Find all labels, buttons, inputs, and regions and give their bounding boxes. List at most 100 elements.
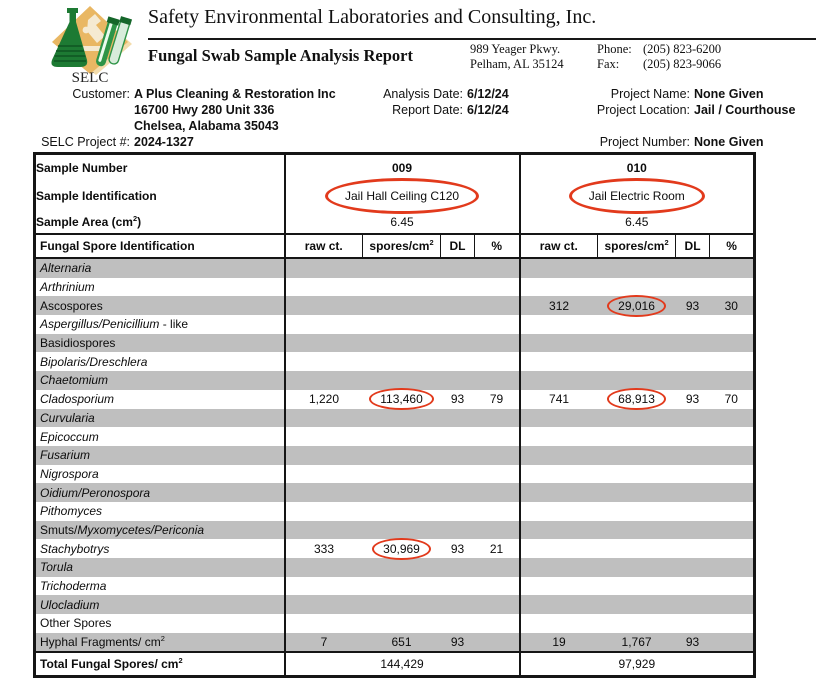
- value-cell: 29,016: [597, 294, 676, 317]
- fax-line: Fax: (205) 823-9066: [597, 57, 721, 72]
- value-cell: [474, 483, 520, 502]
- value-cell: [518, 464, 598, 484]
- value-cell: 651: [362, 632, 441, 653]
- value-text: 7: [320, 635, 328, 650]
- value-cell: [362, 408, 441, 428]
- value-cell: 68,913: [598, 388, 676, 411]
- value-cell: [675, 558, 710, 577]
- value-cell: [518, 483, 598, 502]
- lab-phones: Phone: (205) 823-6200 Fax: (205) 823-9066: [597, 42, 721, 72]
- value-cell: [709, 333, 755, 353]
- value-cell: 93: [676, 390, 710, 409]
- value-cell: 312: [518, 296, 598, 316]
- value-cell: [675, 371, 710, 390]
- value-cell: [441, 352, 475, 371]
- value-cell: [709, 483, 755, 502]
- sample-area-row: Sample Area (cm2) 6.45 6.45: [35, 211, 755, 234]
- sample-identification-2: Jail Electric Room: [518, 178, 755, 214]
- total-value-1: 144,429: [283, 651, 520, 677]
- value-cell: [474, 258, 520, 278]
- value-cell: [676, 577, 710, 596]
- spore-name: Basidiospores: [34, 333, 285, 353]
- value-cell: 30,969: [363, 537, 441, 560]
- value-cell: [710, 539, 755, 558]
- value-cell: [676, 539, 710, 558]
- value-text: 93: [685, 635, 700, 650]
- dl-header: DL: [440, 233, 475, 259]
- value-cell: [518, 501, 598, 521]
- value-cell: [283, 427, 363, 446]
- value-cell: [283, 333, 363, 353]
- total-label: Total Fungal Spores/ cm2: [34, 651, 285, 677]
- value-cell: [441, 315, 475, 334]
- value-text: 70: [724, 392, 738, 407]
- spores-cm2-header: spores/cm2: [597, 233, 677, 259]
- value-cell: [474, 595, 520, 615]
- value-text: 79: [489, 392, 504, 407]
- value-cell: [598, 427, 676, 446]
- value-cell: [362, 520, 441, 540]
- value-cell: [440, 520, 475, 540]
- value-cell: [440, 483, 475, 502]
- spore-row: Bipolaris/Dreschlera: [35, 352, 755, 372]
- value-cell: [597, 558, 676, 577]
- value-text: 93: [450, 541, 465, 556]
- value-text: 1,767: [621, 635, 652, 650]
- sample-number-1: 009: [283, 153, 520, 181]
- spore-name: Other Spores: [40, 616, 112, 631]
- spore-row: Arthrinium: [35, 277, 755, 297]
- spore-row: Aspergillus/Penicillium - like: [35, 315, 755, 334]
- value-cell: 79: [475, 390, 520, 409]
- spore-name: Hyphal Fragments/ cm2: [34, 632, 285, 653]
- value-cell: [474, 558, 520, 577]
- sample-id-text: Jail Electric Room: [588, 189, 685, 203]
- value-cell: [363, 427, 441, 446]
- value-cell: [598, 539, 676, 558]
- customer-label: Customer:: [72, 87, 130, 101]
- value-text: 30: [724, 298, 738, 313]
- spore-name: Arthrinium: [40, 280, 95, 295]
- project-location: Jail / Courthouse: [694, 103, 796, 117]
- spore-name: Nigrospora: [40, 466, 99, 481]
- value-cell: [598, 614, 676, 633]
- value-cell: [598, 352, 676, 371]
- value-text: 93: [450, 392, 465, 407]
- value-cell: 93: [675, 632, 710, 653]
- value-text: 741: [549, 392, 570, 407]
- value-cell: [441, 278, 475, 297]
- spore-row: Nigrospora: [35, 464, 755, 484]
- value-cell: [676, 502, 710, 521]
- value-cell: [518, 277, 598, 297]
- value-cell: [710, 502, 755, 521]
- value-cell: 93: [441, 390, 475, 409]
- value-cell: [283, 520, 363, 540]
- value-cell: [362, 445, 441, 465]
- value-cell: 93: [440, 632, 475, 653]
- value-cell: 1,220: [283, 389, 363, 409]
- value-cell: [518, 258, 598, 278]
- value-cell: [475, 502, 520, 521]
- value-cell: [710, 315, 755, 334]
- fax-number: (205) 823-9066: [643, 57, 722, 71]
- value-cell: [363, 465, 441, 484]
- spore-name: Aspergillus/Penicillium - like: [40, 317, 189, 332]
- value-text: 21: [489, 541, 504, 556]
- spore-row: Torula: [34, 558, 755, 577]
- spore-name: Oidium/Peronospora: [34, 483, 285, 502]
- spore-row: Chaetomium: [34, 371, 755, 390]
- spore-row: Cladosporium 1,220 113,460 93 79 741 68,913 93 7…: [35, 388, 755, 411]
- value-cell: [363, 315, 441, 334]
- value-cell: [676, 315, 710, 334]
- value-cell: [283, 315, 363, 334]
- spore-name: Epicoccum: [40, 429, 99, 444]
- sample-id-text: Jail Hall Ceiling C120: [344, 189, 460, 203]
- spore-name: Chaetomium: [34, 371, 285, 390]
- value-cell: [598, 577, 676, 596]
- value-cell: [709, 371, 755, 390]
- value-cell: [362, 371, 441, 390]
- value-cell: [597, 483, 676, 502]
- phone-label: Phone:: [597, 42, 632, 56]
- value-cell: [283, 501, 363, 521]
- selc-logo-icon: [51, 6, 133, 75]
- value-cell: [598, 502, 676, 521]
